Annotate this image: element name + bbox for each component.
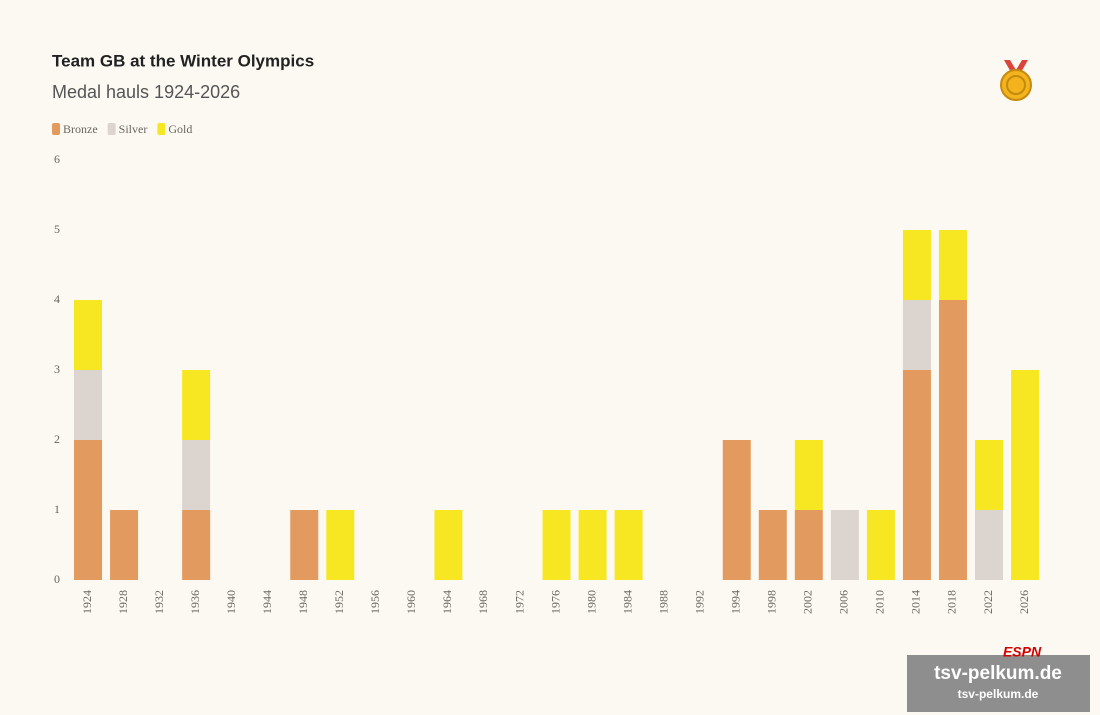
logo: ESPN [1003, 644, 1042, 660]
x-tick-label: 1964 [440, 590, 454, 614]
x-tick-label: 1998 [765, 590, 779, 614]
x-tick-label: 1924 [80, 590, 94, 614]
x-tick-label: 1940 [224, 590, 238, 614]
x-tick-label: 1968 [476, 590, 490, 614]
medal-icon [1000, 60, 1032, 101]
bar-segment [794, 510, 823, 580]
bar-segment [758, 510, 787, 580]
x-tick-label: 1994 [728, 590, 742, 614]
bar-segment [938, 300, 967, 580]
bar-segment [866, 510, 895, 580]
bar-segment [614, 510, 643, 580]
legend-label: Gold [168, 122, 192, 136]
bar-segment [1011, 370, 1040, 580]
bar-segment [902, 230, 931, 300]
x-tick-label: 1956 [368, 590, 382, 614]
x-tick-label: 1936 [188, 590, 202, 614]
x-tick-label: 1972 [512, 590, 526, 614]
x-tick-label: 2018 [945, 590, 959, 614]
legend-swatch [52, 123, 60, 135]
x-tick-label: 2010 [873, 590, 887, 614]
y-tick-label: 3 [54, 362, 60, 376]
x-tick-label: 1976 [548, 590, 562, 614]
legend-label: Silver [119, 122, 148, 136]
bar-segment [326, 510, 355, 580]
bar-segment [74, 440, 103, 580]
x-tick-label: 1988 [656, 590, 670, 614]
bar-segment [902, 370, 931, 580]
x-tick-label: 1932 [152, 590, 166, 614]
y-tick-label: 5 [54, 222, 60, 236]
x-tick-label: 1980 [584, 590, 598, 614]
watermark: tsv-pelkum.de [934, 663, 1062, 684]
x-tick-label: 1948 [296, 590, 310, 614]
bar-segment [290, 510, 319, 580]
x-tick-label: 2002 [801, 590, 815, 614]
y-tick-label: 1 [54, 502, 60, 516]
bar-segment [578, 510, 607, 580]
x-tick-label: 1944 [260, 590, 274, 614]
bar-segment [975, 440, 1004, 510]
bar-segment [830, 510, 859, 580]
watermark-sub: tsv-pelkum.de [958, 687, 1039, 701]
legend-label: Bronze [63, 122, 98, 136]
x-tick-label: 2006 [837, 590, 851, 614]
chart-subtitle: Medal hauls 1924-2026 [52, 82, 240, 102]
x-tick-label: 1984 [620, 590, 634, 614]
y-tick-label: 6 [54, 152, 60, 166]
bar-segment [110, 510, 139, 580]
bar-segment [975, 510, 1004, 580]
watermark-box [907, 655, 1090, 712]
x-tick-label: 1960 [404, 590, 418, 614]
bar-segment [938, 230, 967, 300]
x-tick-label: 2022 [981, 590, 995, 614]
bar-segment [182, 440, 211, 510]
x-tick-label: 2014 [909, 590, 923, 614]
x-tick-label: 1952 [332, 590, 346, 614]
x-tick-label: 2026 [1017, 590, 1031, 614]
y-tick-label: 4 [54, 292, 60, 306]
bar-segment [902, 300, 931, 370]
legend-swatch [157, 123, 166, 135]
legend-swatch [107, 123, 116, 135]
legend: Bronze Silver Gold [52, 122, 192, 136]
y-tick-label: 0 [54, 572, 60, 586]
bar-segment [542, 510, 571, 580]
bar-segment [74, 300, 103, 370]
bar-segment [722, 440, 751, 580]
x-tick-label: 1992 [692, 590, 706, 614]
bar-segment [434, 510, 463, 580]
bar-segment [182, 370, 211, 440]
bar-segment [74, 370, 103, 440]
bar-segment [794, 440, 823, 510]
bar-segment [182, 510, 211, 580]
x-tick-label: 1928 [116, 590, 130, 614]
plot: 0 1 2 3 4 5 6 1924 1928 1932 1936 1940 1944 1948 1952 1… [54, 152, 1040, 614]
chart-title: Team GB at the Winter Olympics [52, 51, 314, 70]
y-tick-label: 2 [54, 432, 60, 446]
